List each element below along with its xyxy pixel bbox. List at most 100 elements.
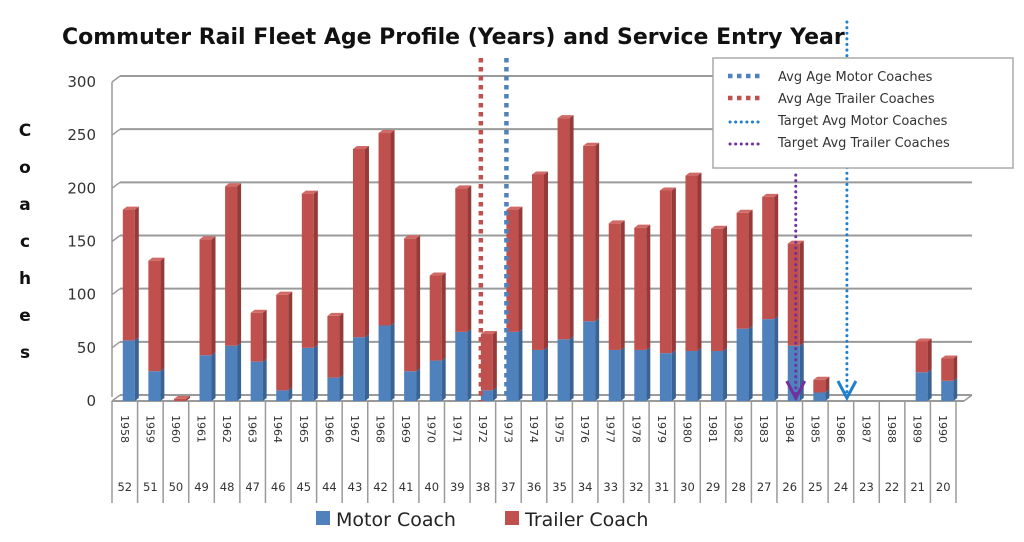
x-tick-year: 1981 (706, 415, 719, 443)
arrow-down-icon (785, 380, 807, 402)
gridline-depth (111, 288, 121, 296)
bar-stack-1981 (711, 225, 728, 401)
x-tick-year: 1988 (885, 415, 898, 443)
bar-motor-1983 (762, 319, 775, 401)
x-tick-age: 23 (859, 480, 874, 494)
gridline-depth (111, 128, 121, 136)
bar-motor-1963 (250, 361, 263, 401)
x-tick-age: 20 (936, 480, 951, 494)
x-tick-year: 1975 (553, 415, 566, 443)
bar-top (173, 395, 190, 399)
x-tick-age: 43 (348, 480, 363, 494)
bar-top (762, 193, 779, 197)
bar-motor-1961 (199, 355, 212, 401)
legend-swatch (316, 511, 330, 525)
x-tick-year: 1987 (859, 415, 872, 443)
bar-side (313, 344, 318, 401)
bar-motor-1973 (506, 331, 519, 401)
x-tick-year: 1971 (450, 415, 463, 443)
bar-side (416, 368, 421, 401)
bar-side (160, 257, 165, 372)
x-tick-year: 1959 (143, 415, 156, 443)
x-tick-age: 24 (834, 480, 849, 494)
bar-side (569, 115, 574, 340)
x-tick-age: 37 (501, 480, 516, 494)
x-tick-age: 36 (527, 480, 542, 494)
bar-trailer-1962 (225, 186, 238, 346)
legend-item-trailer-coach: Trailer Coach (505, 509, 648, 531)
bar-side (723, 225, 728, 352)
bar-side (134, 337, 139, 401)
bar-side (825, 376, 830, 393)
bar-motor-1966 (327, 377, 340, 401)
bar-trailer-1983 (762, 196, 775, 320)
bar-trailer-1968 (378, 133, 391, 326)
bar-side (723, 348, 728, 401)
x-tick-age: 21 (910, 480, 925, 494)
bar-side (518, 328, 523, 401)
bar-side (620, 220, 625, 350)
y-tick-label: 0 (86, 392, 96, 410)
y-tick-label: 200 (67, 179, 96, 197)
bar-motor-1981 (711, 351, 724, 401)
bar-top (711, 225, 728, 229)
bar-trailer-1989 (915, 341, 928, 373)
bar-top (122, 206, 139, 210)
x-tick-year: 1990 (936, 415, 949, 443)
bar-trailer-1982 (736, 212, 749, 329)
bar-trailer-1969 (404, 238, 417, 372)
legend-label: Target Avg Trailer Coaches (777, 136, 950, 151)
legend-entry: Target Avg Trailer Coaches (728, 136, 950, 151)
bar-side (697, 172, 702, 352)
bar-stack-1966 (327, 312, 344, 401)
bar-motor-1967 (352, 337, 365, 401)
bar-side (441, 357, 446, 401)
legend-item-motor-coach: Motor Coach (316, 509, 456, 531)
bar-stack-1969 (404, 235, 421, 401)
x-tick-age: 38 (476, 480, 491, 494)
legend-entry: Avg Age Motor Coaches (728, 70, 933, 85)
bar-top (404, 235, 421, 239)
x-tick-age: 35 (552, 480, 567, 494)
bar-top (532, 171, 548, 175)
y-axis-label-char: c (20, 232, 30, 252)
bar-side (748, 209, 753, 329)
bar-top (480, 331, 497, 335)
bar-stack-1968 (378, 130, 395, 401)
bar-trailer-1985 (813, 379, 826, 393)
x-tick-year: 1965 (297, 415, 310, 443)
y-axis-label-char: s (20, 343, 30, 363)
bar-side (134, 206, 139, 341)
bar-motor-1964 (276, 390, 289, 401)
x-tick-age: 47 (245, 480, 260, 494)
bar-side (774, 316, 779, 401)
x-tick-year: 1958 (118, 415, 131, 443)
bar-trailer-1970 (429, 275, 442, 361)
bar-motor-1978 (634, 349, 647, 401)
bar-side (953, 377, 958, 401)
bar-motor-1977 (608, 349, 621, 401)
bar-trailer-1984 (787, 243, 800, 346)
bar-motor-1990 (941, 380, 954, 401)
y-axis-ticks: 0 50 100 150 200 250 300 (67, 73, 96, 410)
bar-motor-1959 (148, 371, 161, 401)
x-tick-age: 41 (399, 480, 414, 494)
x-tick-age: 27 (757, 480, 772, 494)
bar-top (301, 190, 318, 194)
x-tick-age: 29 (706, 480, 721, 494)
bar-top (276, 291, 293, 295)
x-tick-age: 28 (731, 480, 746, 494)
bar-side (518, 206, 523, 332)
bar-top (327, 312, 344, 316)
y-axis-label: Coaches (19, 121, 31, 363)
y-tick-label: 250 (67, 126, 96, 144)
bar-side (492, 387, 497, 401)
bar-side (339, 374, 344, 401)
bar-trailer-1979 (659, 190, 672, 354)
bar-trailer-1976 (583, 145, 596, 322)
x-tick-age: 40 (424, 480, 439, 494)
bar-side (595, 142, 600, 322)
x-tick-year: 1982 (732, 415, 745, 443)
x-tick-year: 1972 (476, 415, 489, 443)
bar-trailer-1981 (711, 228, 724, 352)
